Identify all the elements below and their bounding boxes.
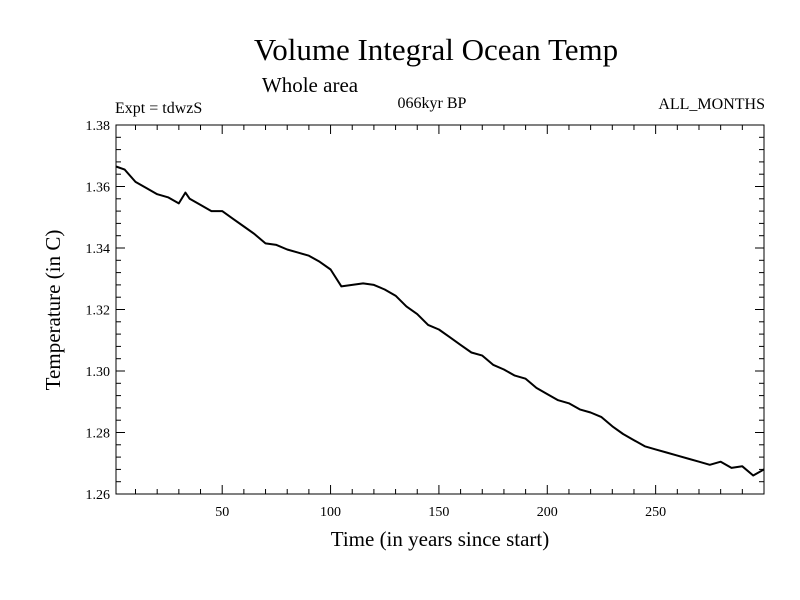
x-tick-label: 150 — [428, 505, 449, 520]
y-axis-ticks — [116, 124, 764, 495]
y-tick-label: 1.34 — [86, 242, 111, 257]
x-axis-tick-labels: 50 100 150 200 250 — [215, 505, 666, 520]
series-line — [115, 165, 765, 477]
chart-subtitle: Whole area — [262, 73, 359, 97]
x-tick-label: 200 — [537, 505, 558, 520]
y-axis-tick-labels: 1.26 1.28 1.30 1.32 1.34 1.36 1.38 — [86, 119, 111, 503]
plot-frame — [115, 124, 765, 495]
x-tick-label: 250 — [645, 505, 666, 520]
y-tick-label: 1.36 — [86, 181, 111, 196]
y-tick-label: 1.26 — [86, 488, 111, 503]
experiment-label: Expt = tdwzS — [115, 100, 202, 117]
y-tick-label: 1.32 — [86, 304, 111, 319]
x-axis-label: Time (in years since start) — [331, 527, 550, 551]
x-axis-ticks — [135, 125, 743, 494]
y-tick-label: 1.28 — [86, 427, 111, 442]
y-tick-label: 1.30 — [86, 365, 111, 380]
y-tick-label: 1.38 — [86, 119, 111, 134]
y-axis-label: Temperature (in C) — [41, 230, 65, 391]
months-label: ALL_MONTHS — [658, 96, 765, 113]
period-label: 066kyr BP — [398, 95, 467, 112]
x-tick-label: 100 — [320, 505, 341, 520]
x-tick-label: 50 — [215, 505, 229, 520]
chart-title: Volume Integral Ocean Temp — [254, 32, 618, 67]
